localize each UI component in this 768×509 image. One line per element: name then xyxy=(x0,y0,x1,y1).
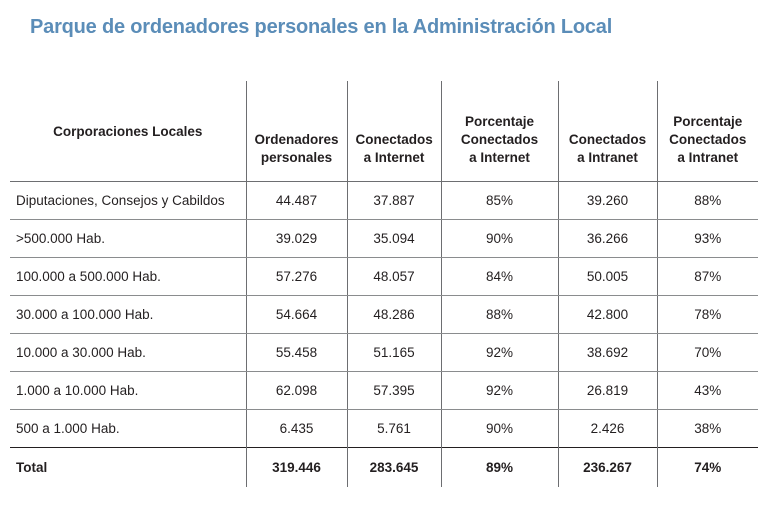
total-ordenadores: 319.446 xyxy=(245,446,347,487)
computers-table: Corporaciones Locales Ordenadores person… xyxy=(10,81,758,487)
row-label: 30.000 a 100.000 Hab. xyxy=(10,295,246,334)
cell-pct-intranet: 70% xyxy=(656,333,758,372)
cell-conectados-internet: 5.761 xyxy=(346,409,441,447)
cell-conectados-intranet: 38.692 xyxy=(557,333,657,372)
table-row: 100.000 a 500.000 Hab. 57.276 48.057 84%… xyxy=(10,257,758,296)
row-label: 100.000 a 500.000 Hab. xyxy=(10,257,246,296)
cell-pct-intranet: 93% xyxy=(656,219,758,258)
cell-pct-intranet: 78% xyxy=(656,295,758,334)
cell-conectados-internet: 35.094 xyxy=(346,219,441,258)
column-header-ordenadores: Ordenadores personales xyxy=(245,81,347,182)
table-total-row: Total 319.446 283.645 89% 236.267 74% xyxy=(10,446,758,487)
table-row: 1.000 a 10.000 Hab. 62.098 57.395 92% 26… xyxy=(10,371,758,410)
table-header-row: Corporaciones Locales Ordenadores person… xyxy=(10,81,758,182)
cell-ordenadores: 57.276 xyxy=(245,257,347,296)
cell-conectados-internet: 37.887 xyxy=(346,181,441,220)
cell-pct-internet: 84% xyxy=(440,257,558,296)
column-header-ordenadores-line-1: Ordenadores xyxy=(254,131,339,147)
table-header: Corporaciones Locales Ordenadores person… xyxy=(10,81,758,182)
row-label: Diputaciones, Consejos y Cabildos xyxy=(10,181,246,220)
cell-conectados-intranet: 50.005 xyxy=(557,257,657,296)
page-title: Parque de ordenadores personales en la A… xyxy=(30,16,613,38)
total-pct-intranet: 74% xyxy=(656,446,758,487)
column-header-corporaciones: Corporaciones Locales xyxy=(10,81,246,182)
cell-conectados-intranet: 2.426 xyxy=(557,409,657,447)
cell-pct-intranet: 88% xyxy=(656,181,758,220)
column-header-conectados-intranet-line-2: a Intranet xyxy=(577,149,638,165)
total-label: Total xyxy=(10,446,246,487)
table-row: >500.000 Hab. 39.029 35.094 90% 36.266 9… xyxy=(10,219,758,258)
column-header-porcentaje-intranet-line-1: Porcentaje xyxy=(673,114,743,130)
row-label: >500.000 Hab. xyxy=(10,219,246,258)
table-row: 500 a 1.000 Hab. 6.435 5.761 90% 2.426 3… xyxy=(10,409,758,447)
total-conectados-intranet: 236.267 xyxy=(557,446,657,487)
table-body: Diputaciones, Consejos y Cabildos 44.487… xyxy=(10,181,758,487)
cell-pct-internet: 85% xyxy=(440,181,558,220)
row-label: 500 a 1.000 Hab. xyxy=(16,420,120,436)
cell-conectados-internet: 48.057 xyxy=(346,257,441,296)
cell-conectados-internet: 57.395 xyxy=(346,371,441,410)
cell-ordenadores: 44.487 xyxy=(245,181,347,220)
cell-pct-internet: 90% xyxy=(440,219,558,258)
table-row: 30.000 a 100.000 Hab. 54.664 48.286 88% … xyxy=(10,295,758,334)
cell-pct-intranet: 43% xyxy=(656,371,758,410)
cell-conectados-internet: 51.165 xyxy=(346,333,441,372)
column-header-porcentaje-internet-line-2: Conectados xyxy=(460,131,539,147)
column-header-porcentaje-internet: Porcentaje Conectados a Internet xyxy=(440,81,558,182)
column-header-conectados-internet-line-1: Conectados xyxy=(355,131,433,147)
total-pct-internet: 89% xyxy=(440,446,558,487)
cell-ordenadores: 6.435 xyxy=(245,409,347,447)
cell-conectados-intranet: 36.266 xyxy=(557,219,657,258)
column-header-corporaciones-line-1: Corporaciones Locales xyxy=(53,123,203,139)
column-header-porcentaje-internet-line-3: a Internet xyxy=(469,149,530,165)
column-header-conectados-internet-line-2: a Internet xyxy=(363,149,425,165)
row-label: 1.000 a 10.000 Hab. xyxy=(10,371,246,410)
cell-pct-internet: 92% xyxy=(440,371,558,410)
column-header-porcentaje-intranet-line-3: a Intranet xyxy=(677,149,739,165)
column-header-porcentaje-intranet: Porcentaje Conectados a Intranet xyxy=(656,81,758,182)
cell-conectados-intranet: 39.260 xyxy=(557,181,657,220)
total-conectados-internet: 283.645 xyxy=(346,446,441,487)
cell-ordenadores: 62.098 xyxy=(245,371,347,410)
cell-pct-intranet: 38% xyxy=(656,409,758,447)
cell-pct-intranet: 87% xyxy=(656,257,758,296)
cell-conectados-intranet: 26.819 xyxy=(557,371,657,410)
cell-pct-internet: 88% xyxy=(440,295,558,334)
table-row: Diputaciones, Consejos y Cabildos 44.487… xyxy=(10,181,758,220)
table-row: 10.000 a 30.000 Hab. 55.458 51.165 92% 3… xyxy=(10,333,758,372)
column-header-ordenadores-line-2: personales xyxy=(260,149,333,165)
row-label: 10.000 a 30.000 Hab. xyxy=(10,333,246,372)
cell-ordenadores: 39.029 xyxy=(245,219,347,258)
column-header-conectados-internet: Conectados a Internet xyxy=(346,81,441,182)
column-header-conectados-intranet: Conectados a Intranet xyxy=(557,81,657,182)
column-header-porcentaje-internet-line-1: Porcentaje xyxy=(464,114,535,130)
cell-pct-internet: 90% xyxy=(440,409,558,447)
cell-conectados-internet: 48.286 xyxy=(346,295,441,334)
data-table-container: Corporaciones Locales Ordenadores person… xyxy=(10,81,758,487)
cell-ordenadores: 54.664 xyxy=(245,295,347,334)
cell-ordenadores: 55.458 xyxy=(245,333,347,372)
cell-conectados-intranet: 42.800 xyxy=(557,295,657,334)
column-header-conectados-intranet-line-1: Conectados xyxy=(568,131,647,147)
column-header-porcentaje-intranet-line-2: Conectados xyxy=(669,131,747,147)
cell-pct-internet: 92% xyxy=(440,333,558,372)
